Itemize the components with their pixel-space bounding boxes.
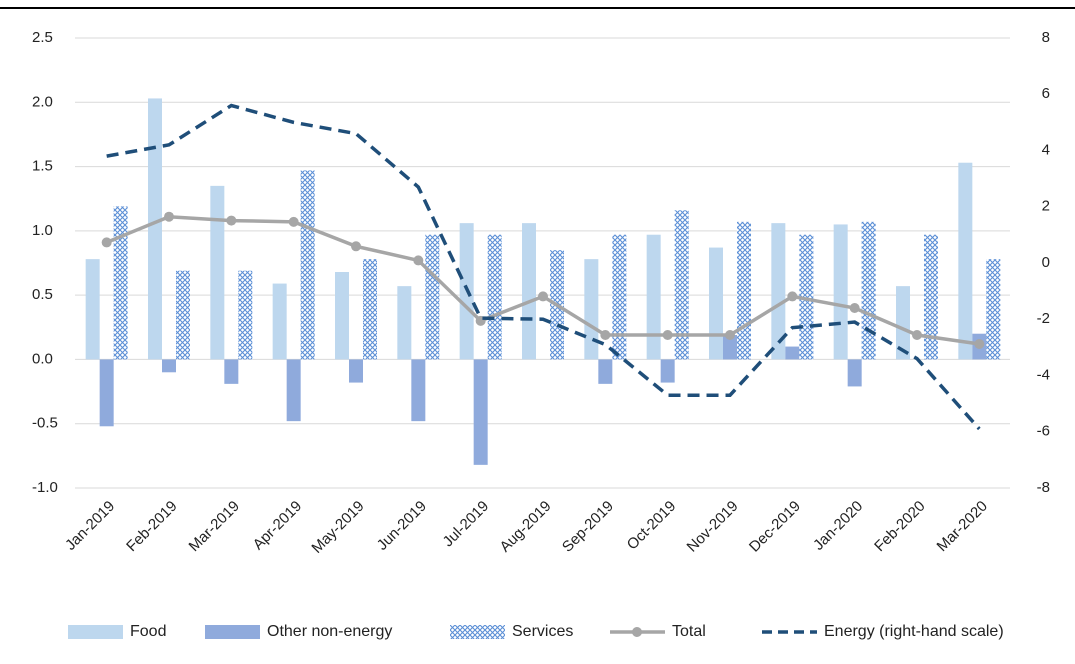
bar [522, 223, 536, 360]
bar [847, 359, 862, 387]
bar [646, 234, 661, 360]
marker [600, 330, 611, 340]
marker [351, 241, 361, 252]
y2-tick-label: 6 [1042, 85, 1050, 102]
x-tick-label: Apr-2019 [250, 498, 306, 554]
bar [99, 359, 114, 427]
bar [238, 270, 253, 360]
bar [833, 224, 848, 360]
marker [787, 291, 798, 302]
marker [662, 330, 673, 340]
y-tick-label: 0.0 [32, 350, 53, 367]
x-tick-label: Oct-2019 [624, 498, 680, 554]
bar [148, 98, 162, 360]
bar [349, 359, 363, 383]
y2-tick-label: 2 [1042, 198, 1050, 215]
bar [286, 359, 301, 422]
bar [487, 234, 502, 360]
bar [176, 270, 190, 360]
bar [335, 272, 349, 360]
marker [538, 291, 548, 302]
y-tick-label: 2.5 [32, 29, 53, 46]
x-tick-label: Jan-2020 [810, 498, 866, 554]
y2-tick-label: 8 [1042, 29, 1050, 46]
bar [411, 359, 426, 422]
y2-tick-label: -6 [1037, 423, 1050, 440]
bar [363, 259, 377, 360]
bar [425, 234, 440, 360]
legend-label: Other non-energy [267, 623, 392, 640]
x-tick-label: Feb-2019 [123, 498, 180, 555]
y2-tick-label: -2 [1037, 310, 1050, 327]
x-tick-label: Jan-2019 [62, 498, 118, 554]
marker [974, 339, 985, 349]
y2-tick-label: 0 [1042, 254, 1050, 271]
bar [737, 221, 751, 360]
y-tick-label: 1.5 [32, 158, 53, 175]
x-tick-label: Mar-2020 [934, 498, 991, 555]
bar [272, 283, 287, 360]
y2-tick-label: -8 [1037, 479, 1050, 496]
bar [771, 223, 786, 360]
bar [224, 359, 239, 384]
bar [896, 286, 910, 360]
bar [113, 206, 128, 360]
x-tick-label: Jul-2019 [440, 498, 493, 551]
legend-swatch [450, 625, 505, 639]
marker [101, 237, 112, 248]
bar [723, 335, 737, 360]
bar [85, 259, 100, 360]
legend-label: Food [130, 623, 166, 640]
bar [986, 259, 1001, 360]
legend-label: Services [512, 623, 573, 640]
legend-label: Energy (right-hand scale) [824, 623, 1004, 640]
legend-marker [632, 627, 642, 637]
x-tick-label: May-2019 [308, 498, 367, 557]
bar [674, 210, 689, 360]
x-tick-label: Jun-2019 [374, 498, 430, 554]
bar [300, 170, 315, 360]
x-tick-label: Sep-2019 [559, 498, 617, 556]
bar [397, 286, 412, 360]
y-tick-label: 0.5 [32, 286, 53, 303]
y-tick-label: -1.0 [32, 479, 58, 496]
bar [612, 234, 627, 360]
y-tick-label: 2.0 [32, 93, 53, 110]
y2-tick-label: 4 [1042, 141, 1050, 158]
marker [912, 330, 922, 340]
x-tick-label: Aug-2019 [497, 498, 555, 556]
legend-label: Total [672, 623, 706, 640]
x-tick-label: Dec-2019 [746, 498, 804, 556]
line [106, 103, 981, 431]
bar [473, 359, 488, 465]
bar [785, 346, 800, 360]
bar [924, 234, 938, 360]
bar [660, 359, 675, 383]
y2-tick-label: -4 [1037, 366, 1050, 383]
legend: Food Other non-energy Services Total Energy … [68, 623, 1004, 640]
bar [598, 359, 613, 384]
x-tick-label: Nov-2019 [684, 498, 742, 556]
line [105, 214, 980, 346]
x-tick-label: Mar-2019 [186, 498, 243, 555]
marker [288, 216, 299, 227]
x-tick-label: Feb-2020 [871, 498, 928, 555]
bar [162, 359, 176, 373]
legend-swatch [68, 625, 123, 639]
marker [164, 211, 174, 222]
y-tick-label: -0.5 [32, 415, 58, 432]
marker [226, 215, 237, 226]
bar [958, 162, 973, 360]
marker [413, 255, 424, 266]
bar [861, 221, 876, 360]
bar [210, 185, 225, 360]
bar [709, 247, 723, 360]
marker [849, 303, 860, 313]
bar [584, 259, 599, 360]
legend-swatch [205, 625, 260, 639]
marker [725, 330, 735, 340]
y-tick-label: 1.0 [32, 222, 53, 239]
